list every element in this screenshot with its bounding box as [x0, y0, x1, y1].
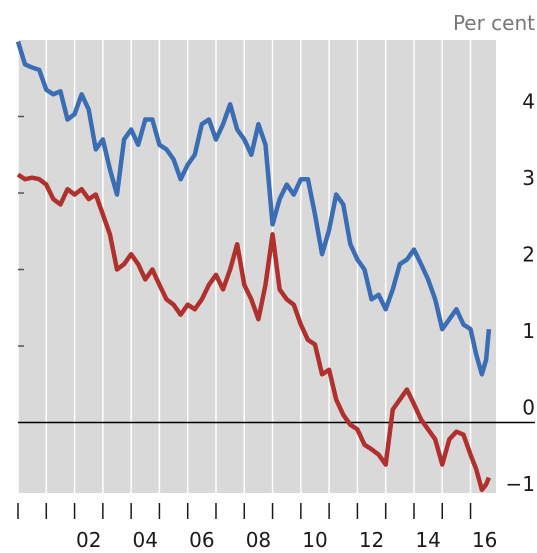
- x-tick-label: 10: [302, 528, 327, 552]
- x-tick-label: 14: [415, 528, 440, 552]
- y-tick-label: 0: [522, 396, 535, 420]
- y-tick-label: −1: [506, 472, 535, 496]
- unit-label: Per cent: [453, 11, 535, 35]
- x-tick-label: 06: [189, 528, 214, 552]
- series-line: [16, 172, 492, 493]
- x-tick-label: 08: [246, 528, 271, 552]
- y-tick-label: 2: [522, 243, 535, 267]
- x-tick-label: 02: [76, 528, 101, 552]
- series-line: [15, 40, 492, 377]
- y-tick-label: 3: [522, 166, 535, 190]
- x-tick-label: 04: [133, 528, 158, 552]
- y-tick-label: 4: [522, 90, 535, 114]
- x-tick-label: 12: [359, 528, 384, 552]
- plot-background: [18, 40, 496, 493]
- x-tick-label: 16: [472, 528, 497, 552]
- y-tick-label: 1: [522, 319, 535, 343]
